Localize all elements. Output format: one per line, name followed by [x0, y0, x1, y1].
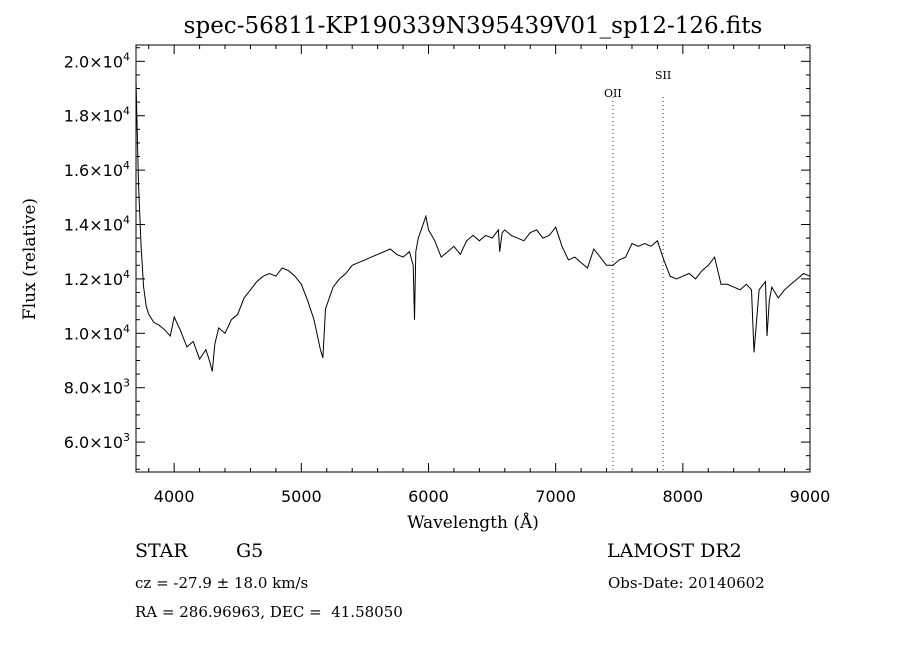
- spectrum-line: [135, 80, 811, 372]
- x-tick-label: 7000: [535, 487, 576, 506]
- y-tick-label: 1.6×104: [64, 159, 130, 180]
- y-axis-label: Flux (relative): [20, 198, 40, 320]
- line-label-sii: SII: [655, 69, 671, 82]
- survey-name: LAMOST DR2: [607, 540, 742, 562]
- y-tick-label: 1.4×104: [64, 214, 130, 235]
- x-tick-label: 5000: [281, 487, 322, 506]
- y-tick-label: 2.0×104: [64, 50, 130, 71]
- x-tick-label: 6000: [408, 487, 449, 506]
- x-tick-label: 8000: [662, 487, 703, 506]
- ra-dec: RA = 286.96963, DEC = 41.58050: [135, 603, 403, 621]
- chart-title: spec-56811-KP190339N395439V01_sp12-126.f…: [184, 13, 763, 39]
- redshift-cz: cz = -27.9 ± 18.0 km/s: [135, 574, 309, 592]
- plot-frame: [135, 44, 811, 473]
- y-tick-label: 1.0×104: [64, 322, 130, 343]
- object-class: STAR: [135, 540, 188, 562]
- obs-date: Obs-Date: 20140602: [608, 574, 765, 592]
- line-label-oii: OII: [604, 87, 622, 100]
- x-tick-label: 4000: [154, 487, 195, 506]
- x-axis-label: Wavelength (Å): [407, 512, 539, 533]
- y-tick-label: 1.8×104: [64, 105, 130, 126]
- object-subclass: G5: [236, 540, 264, 562]
- y-tick-label: 6.0×103: [64, 431, 130, 452]
- y-tick-label: 1.2×104: [64, 268, 130, 289]
- x-tick-label: 9000: [790, 487, 831, 506]
- y-tick-label: 8.0×103: [64, 377, 130, 398]
